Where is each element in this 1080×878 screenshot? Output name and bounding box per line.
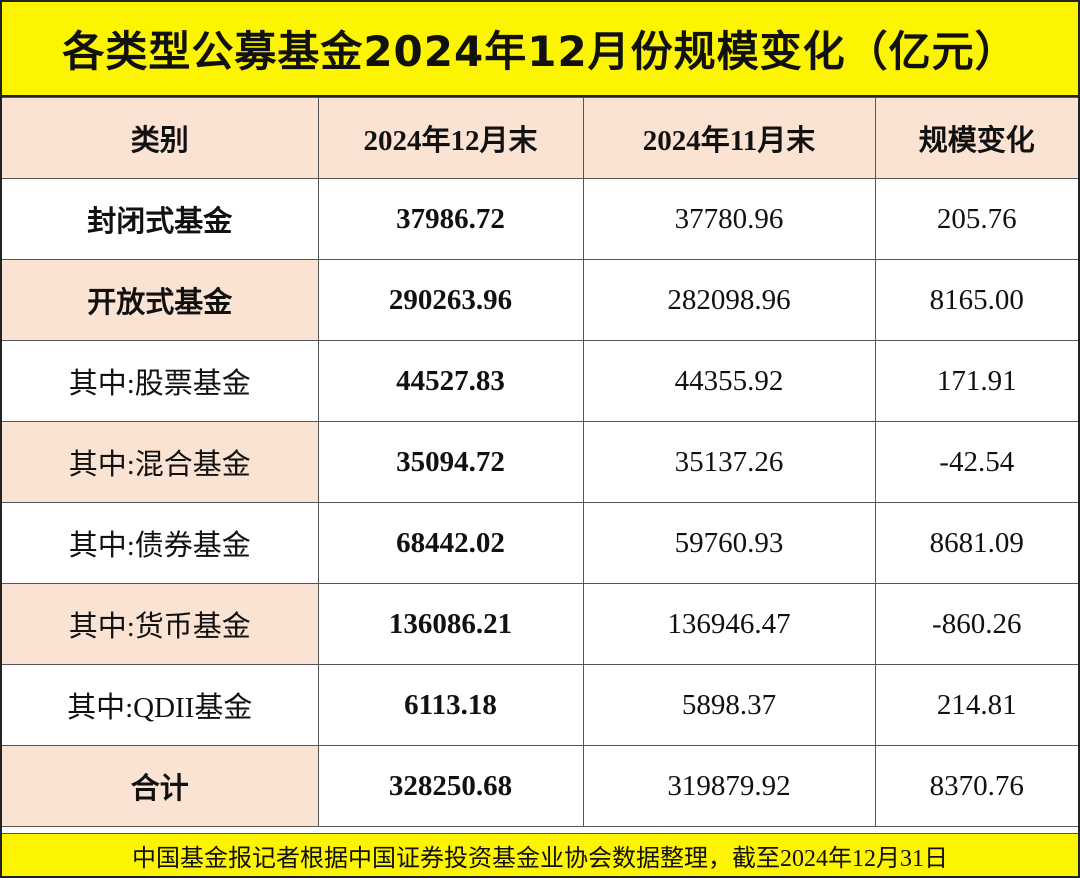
footer-note: 中国基金报记者根据中国证券投资基金业协会数据整理，截至2024年12月31日 [2,833,1078,876]
table-row: 其中:货币基金 136086.21 136946.47 -860.26 [2,583,1078,665]
row-label: 其中:货币基金 [2,583,319,665]
table-row: 其中:股票基金 44527.83 44355.92 171.91 [2,340,1078,422]
header-row: 类别 2024年12月末 2024年11月末 规模变化 [2,97,1078,179]
cell-value: 5898.37 [582,664,876,746]
title: 各类型公募基金2024年12月份规模变化（亿元） [2,2,1078,97]
cell-value: 290263.96 [317,259,584,341]
cell-value: 44527.83 [317,340,584,422]
cell-value: 205.76 [874,178,1078,260]
cell-value: 319879.92 [582,745,876,827]
row-label: 其中:混合基金 [2,421,319,503]
row-label: 其中:QDII基金 [2,664,319,746]
cell-value: -42.54 [874,421,1078,503]
table-row: 其中:债券基金 68442.02 59760.93 8681.09 [2,502,1078,584]
cell-value: 136086.21 [317,583,584,665]
cell-value: 328250.68 [317,745,584,827]
cell-value: 59760.93 [582,502,876,584]
cell-value: 37780.96 [582,178,876,260]
cell-value: 68442.02 [317,502,584,584]
table-row: 其中:QDII基金 6113.18 5898.37 214.81 [2,664,1078,746]
row-label: 其中:债券基金 [2,502,319,584]
row-label: 其中:股票基金 [2,340,319,422]
row-label: 封闭式基金 [2,178,319,260]
data-table: 类别 2024年12月末 2024年11月末 规模变化 封闭式基金 37986.72 37… [2,97,1078,827]
cell-value: -860.26 [874,583,1078,665]
column-header: 类别 [2,97,319,179]
row-label: 开放式基金 [2,259,319,341]
cell-value: 6113.18 [317,664,584,746]
table-row: 其中:混合基金 35094.72 35137.26 -42.54 [2,421,1078,503]
cell-value: 8681.09 [874,502,1078,584]
cell-value: 282098.96 [582,259,876,341]
cell-value: 8165.00 [874,259,1078,341]
table-row: 合计 328250.68 319879.92 8370.76 [2,745,1078,827]
row-label: 合计 [2,745,319,827]
cell-value: 171.91 [874,340,1078,422]
cell-value: 44355.92 [582,340,876,422]
cell-value: 8370.76 [874,745,1078,827]
table-row: 开放式基金 290263.96 282098.96 8165.00 [2,259,1078,341]
cell-value: 136946.47 [582,583,876,665]
cell-value: 37986.72 [317,178,584,260]
table-row: 封闭式基金 37986.72 37780.96 205.76 [2,178,1078,260]
cell-value: 214.81 [874,664,1078,746]
column-header: 规模变化 [874,97,1078,179]
table-body: 封闭式基金 37986.72 37780.96 205.76 开放式基金 290263.9… [2,178,1078,827]
column-header: 2024年12月末 [317,97,584,179]
column-header: 2024年11月末 [582,97,876,179]
cell-value: 35094.72 [317,421,584,503]
cell-value: 35137.26 [582,421,876,503]
